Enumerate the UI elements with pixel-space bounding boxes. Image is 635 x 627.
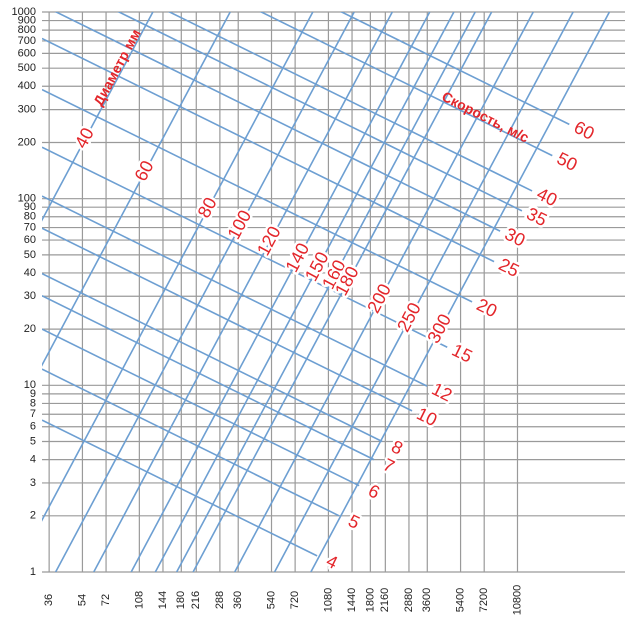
y-tick-label: 600 xyxy=(18,47,36,59)
y-tick-label: 40 xyxy=(24,267,36,279)
y-tick-label: 2 xyxy=(30,510,36,522)
y-tick-label: 4 xyxy=(30,454,36,466)
x-tick-label: 2880 xyxy=(403,588,415,612)
x-tick-label: 72 xyxy=(100,594,112,606)
diameter-line xyxy=(154,12,455,572)
diameter-label: 40 xyxy=(71,124,98,151)
x-tick-label: 1440 xyxy=(346,588,358,612)
velocity-line xyxy=(167,12,533,192)
y-tick-label: 60 xyxy=(24,234,36,246)
diameter-line xyxy=(130,12,431,572)
velocity-line xyxy=(42,227,413,412)
diameter-line xyxy=(42,12,314,522)
diameter-title: Диаметр мм xyxy=(90,26,144,108)
velocity-label: 8 xyxy=(388,436,406,458)
y-tick-label: 80 xyxy=(24,211,36,223)
velocity-label: 6 xyxy=(365,480,383,502)
diameter-label: 60 xyxy=(131,157,158,184)
y-tick-label: 9 xyxy=(30,388,36,400)
diameter-line xyxy=(310,12,611,572)
velocity-label: 5 xyxy=(345,511,363,533)
velocity-label: 7 xyxy=(380,454,398,476)
y-tick-label: 90 xyxy=(24,201,36,213)
y-tick-label: 5 xyxy=(30,435,36,447)
y-tick-label: 1000 xyxy=(12,6,36,18)
y-tick-label: 400 xyxy=(18,80,36,92)
y-tick-label: 8 xyxy=(30,397,36,409)
velocity-label: 60 xyxy=(571,117,598,144)
diameter-line xyxy=(93,12,393,572)
x-tick-label: 216 xyxy=(190,591,202,609)
diameter-line xyxy=(42,12,154,222)
y-tick-label: 10 xyxy=(24,379,36,391)
x-tick-label: 5400 xyxy=(454,588,466,612)
velocity-label: 12 xyxy=(429,379,456,406)
velocity-line xyxy=(42,295,375,461)
diameter-label: 200 xyxy=(363,280,395,316)
y-tick-label: 3 xyxy=(30,477,36,489)
x-tick-label: 1800 xyxy=(364,588,376,612)
velocity-line xyxy=(259,12,553,157)
y-tick-label: 700 xyxy=(18,35,36,47)
velocity-line xyxy=(42,88,473,303)
y-tick-label: 100 xyxy=(18,193,36,205)
velocity-line xyxy=(42,195,428,387)
velocity-line xyxy=(42,37,495,263)
velocity-line xyxy=(42,368,340,517)
x-tick-label: 540 xyxy=(265,591,277,609)
diameter-line xyxy=(273,12,574,572)
x-tick-label: 36 xyxy=(43,594,55,606)
velocity-line xyxy=(339,12,570,126)
x-tick-label: 720 xyxy=(289,591,301,609)
x-tick-label: 360 xyxy=(232,591,244,609)
y-tick-label: 500 xyxy=(18,62,36,74)
velocity-line xyxy=(54,12,501,232)
y-tick-label: 800 xyxy=(18,24,36,36)
velocity-line xyxy=(42,328,360,487)
velocity-line xyxy=(42,146,448,348)
velocity-label: 25 xyxy=(496,254,523,281)
velocity-label: 20 xyxy=(474,294,501,321)
y-tick-label: 50 xyxy=(24,249,36,261)
x-tick-label: 288 xyxy=(214,591,226,609)
x-tick-label: 10800 xyxy=(511,585,523,616)
velocity-line xyxy=(42,419,318,557)
y-tick-label: 300 xyxy=(18,104,36,116)
diameter-label: 100 xyxy=(223,207,255,243)
x-tick-label: 1080 xyxy=(322,588,334,612)
x-tick-label: 3600 xyxy=(421,588,433,612)
velocity-line xyxy=(42,272,383,443)
diameter-line xyxy=(54,12,355,572)
velocity-label: 50 xyxy=(554,148,581,175)
diameter-line xyxy=(234,12,534,572)
x-tick-label: 144 xyxy=(157,591,169,609)
x-tick-label: 54 xyxy=(76,594,88,606)
x-tick-label: 180 xyxy=(175,591,187,609)
x-tick-label: 2160 xyxy=(379,588,391,612)
y-tick-label: 1 xyxy=(30,566,36,578)
diameter-line xyxy=(192,12,493,572)
y-tick-label: 30 xyxy=(24,290,36,302)
y-tick-label: 70 xyxy=(24,221,36,233)
velocity-line xyxy=(117,12,523,212)
y-tick-label: 200 xyxy=(18,136,36,148)
diameter-label: 250 xyxy=(393,299,425,335)
diameter-label: 300 xyxy=(423,311,455,347)
x-tick-label: 108 xyxy=(133,591,145,609)
y-tick-label: 900 xyxy=(18,14,36,26)
y-tick-label: 6 xyxy=(30,421,36,433)
y-tick-label: 7 xyxy=(30,408,36,420)
velocity-label: 4 xyxy=(323,551,341,573)
velocity-label: 15 xyxy=(449,340,476,367)
y-tick-label: 20 xyxy=(24,323,36,335)
x-tick-label: 7200 xyxy=(478,588,490,612)
diameter-line xyxy=(175,12,476,572)
lines xyxy=(42,12,611,572)
